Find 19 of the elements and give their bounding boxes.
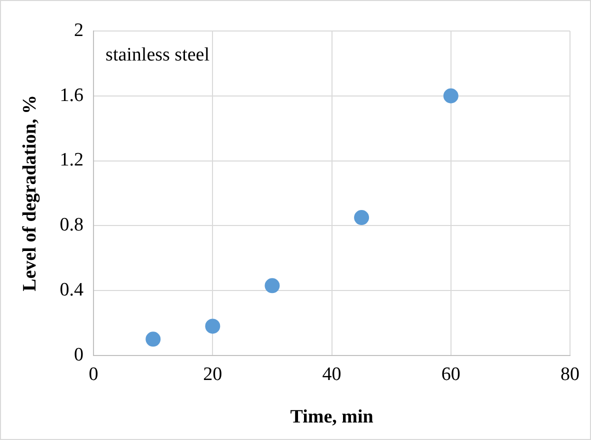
x-tick-label: 0 (88, 364, 98, 385)
y-tick-label: 0.4 (60, 280, 84, 301)
x-tick-label: 80 (560, 364, 580, 385)
point (264, 278, 280, 294)
point (354, 210, 370, 226)
y-tick-label: 2 (74, 20, 84, 41)
y-tick-label: 0 (74, 344, 84, 366)
y-tick-label: 1.2 (60, 150, 84, 171)
annotation: stainless steel (106, 44, 210, 66)
y-axis-title: Level of degradation, % (19, 95, 40, 292)
point (443, 88, 458, 104)
y-tick-label: 1.6 (60, 84, 84, 106)
x-tick-label: 40 (322, 364, 342, 385)
x-tick-label: 60 (441, 364, 460, 385)
x-axis-title: Time, min (290, 406, 374, 428)
x-tick-label: 20 (203, 364, 222, 385)
point (146, 332, 161, 347)
point (205, 318, 220, 334)
y-tick-label: 0.8 (60, 214, 84, 236)
